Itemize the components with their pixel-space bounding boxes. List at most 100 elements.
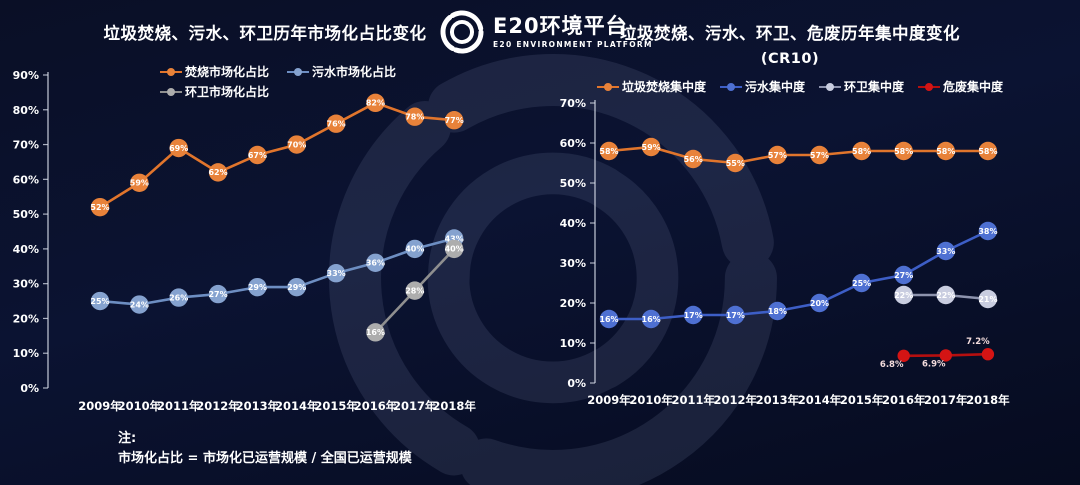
data-label: 55% [726,159,745,168]
data-label: 52% [90,203,109,212]
data-label: 77% [445,116,464,125]
data-point [939,349,952,362]
data-label: 25% [90,297,109,306]
series-垃圾焚烧集中度: 58% 59% 56% 55% 57% 57% 58% 58% 58% 58% [599,137,997,173]
data-point [366,323,385,342]
data-label: 33% [327,269,346,278]
right-chart-legend: 垃圾焚烧集中度 污水集中度 环卫集中度 危废集中度 [560,78,1040,95]
data-point [978,289,998,309]
data-label: 16% [366,328,385,337]
data-point [894,285,913,305]
legend-item: 垃圾焚烧集中度 [596,78,706,95]
e20-swirl-icon [440,10,484,54]
left-chart-title: 垃圾焚烧、污水、环卫历年市场化占比变化 [103,24,427,43]
series-环卫集中度: 22% 22% 21% [894,285,998,309]
legend-item: 污水集中度 [719,78,805,95]
data-label: 56% [684,155,703,164]
data-label: 58% [978,147,997,156]
data-point [936,141,955,161]
data-point [726,153,745,173]
data-point [130,173,149,193]
data-point [599,141,619,161]
data-label: 43% [445,234,464,243]
data-point [852,141,871,161]
data-point [326,114,346,133]
data-label: 7.2% [966,337,990,347]
data-point [248,145,267,165]
data-point [810,145,829,165]
data-label: 62% [208,168,227,177]
footnote: 注: 市场化占比 = 市场化已运营规模 / 全国已运营规模 [118,429,412,469]
y-tick-label: 20% [560,297,586,310]
data-label: 40% [445,245,464,254]
series-危废集中度: 6.8% 6.9% 7.2% [880,337,995,370]
data-point [208,284,228,304]
legend-label: 环卫市场化占比 [185,85,270,99]
legend-label: 垃圾焚烧集中度 [621,80,706,94]
e20-logo: E20环境平台 E20 ENVIRONMENT PLATFORM [438,8,653,56]
data-label: 59% [130,179,149,188]
footnote-formula: 市场化占比 = 市场化已运营规模 / 全国已运营规模 [118,451,412,467]
legend-item: 焚烧市场化占比 [160,63,269,80]
legend-item: 危废集中度 [918,78,1003,95]
data-point [366,93,385,113]
data-point [599,309,619,329]
series-污水集中度: 16% 16% 17% 17% 18% 20% 25% 27% 33% 38% [599,221,998,329]
x-tick-label: 2009年 [78,399,122,413]
legend-label: 环卫集中度 [844,80,905,94]
y-tick-label: 60% [560,137,586,150]
y-tick-label: 60% [13,173,39,186]
legend-item: 环卫市场化占比 [160,83,269,100]
x-tick-label: 2013年 [756,393,800,407]
y-tick-label: 10% [560,337,586,350]
x-tick-label: 2011年 [157,399,201,413]
data-point [852,273,871,293]
y-tick-label: 70% [13,139,39,152]
data-point [978,221,998,241]
x-tick-label: 2010年 [118,399,162,413]
data-point [641,137,661,157]
x-tick-label: 2014年 [275,399,319,413]
data-label: 58% [599,147,618,156]
series-污水市场化占比: 25% 24% 26% 27% 29% 29% 33% 36% 40% 43% [90,229,464,314]
right-chart-title: 垃圾焚烧、污水、环卫、危废历年集中度变化 [620,24,960,43]
x-tick-label: 2012年 [196,399,240,413]
data-label: 16% [599,315,618,324]
data-label: 6.9% [922,359,946,369]
data-point [130,295,149,314]
y-tick-label: 50% [13,208,39,221]
data-point [444,239,464,259]
data-label: 27% [894,271,913,280]
data-point [444,111,464,130]
legend-line-marker-icon [287,67,310,77]
data-point [248,277,267,297]
data-label: 25% [852,279,871,288]
right-chart: 0%10%20%30%40%50%60%70%2009年2010年2011年20… [560,97,1010,407]
data-point [894,265,913,285]
legend-line-marker-icon [596,82,619,92]
data-point [208,163,228,182]
data-point [894,141,913,161]
data-point [768,145,787,165]
y-tick-label: 70% [560,97,586,110]
x-tick-label: 2014年 [798,393,842,407]
legend-label: 焚烧市场化占比 [185,65,270,79]
x-tick-label: 2017年 [924,393,968,407]
y-tick-label: 90% [13,69,39,82]
legend-line-marker-icon [918,82,941,92]
y-tick-label: 30% [560,257,586,270]
data-label: 6.8% [880,360,904,370]
x-tick-label: 2018年 [966,393,1010,407]
x-tick-label: 2015年 [840,393,884,407]
x-axis-labels: 2009年2010年2011年2012年2013年2014年2015年2016年… [587,393,1010,407]
x-tick-label: 2016年 [354,399,398,413]
data-label: 82% [366,99,385,108]
x-tick-label: 2018年 [432,399,476,413]
data-point [90,197,110,217]
y-tick-label: 0% [567,377,586,390]
data-label: 21% [978,295,997,304]
data-label: 24% [130,300,149,309]
legend-item: 环卫集中度 [819,78,904,95]
data-point [768,301,787,321]
series-环卫市场化占比: 16% 28% 40% [366,239,464,342]
